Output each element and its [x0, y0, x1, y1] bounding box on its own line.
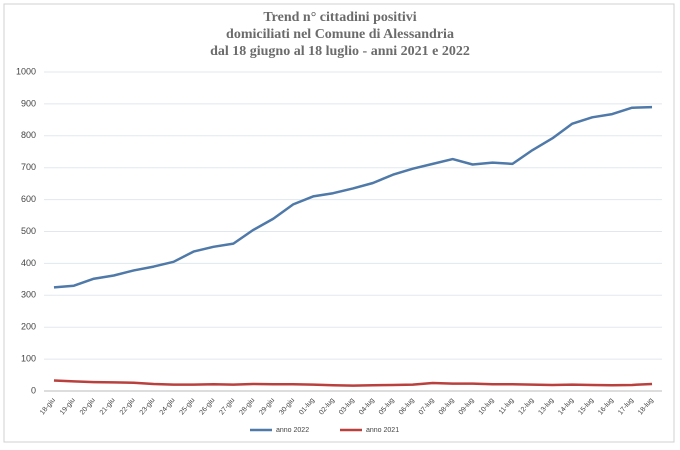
y-tick-label: 600 — [21, 194, 36, 204]
series-line — [53, 379, 653, 387]
chart-frame — [3, 3, 675, 443]
chart-title: domiciliati nel Comune di Alessandria — [226, 27, 454, 42]
y-tick-label: 300 — [21, 290, 36, 300]
y-tick-label: 400 — [21, 258, 36, 268]
legend-label: anno 2022 — [276, 427, 309, 434]
y-tick-label: 0 — [31, 385, 36, 395]
y-tick-label: 100 — [21, 353, 36, 363]
y-tick-label: 700 — [21, 162, 36, 172]
y-tick-label: 200 — [21, 322, 36, 332]
y-tick-label: 500 — [21, 226, 36, 236]
series-line — [53, 105, 653, 289]
chart-title: dal 18 giugno al 18 luglio - anni 2021 e… — [210, 44, 470, 59]
chart-title: Trend n° cittadini positivi — [263, 10, 416, 25]
y-tick-label: 800 — [21, 130, 36, 140]
legend-label: anno 2021 — [366, 427, 399, 434]
y-tick-label: 900 — [21, 98, 36, 108]
y-tick-label: 1000 — [16, 66, 36, 76]
